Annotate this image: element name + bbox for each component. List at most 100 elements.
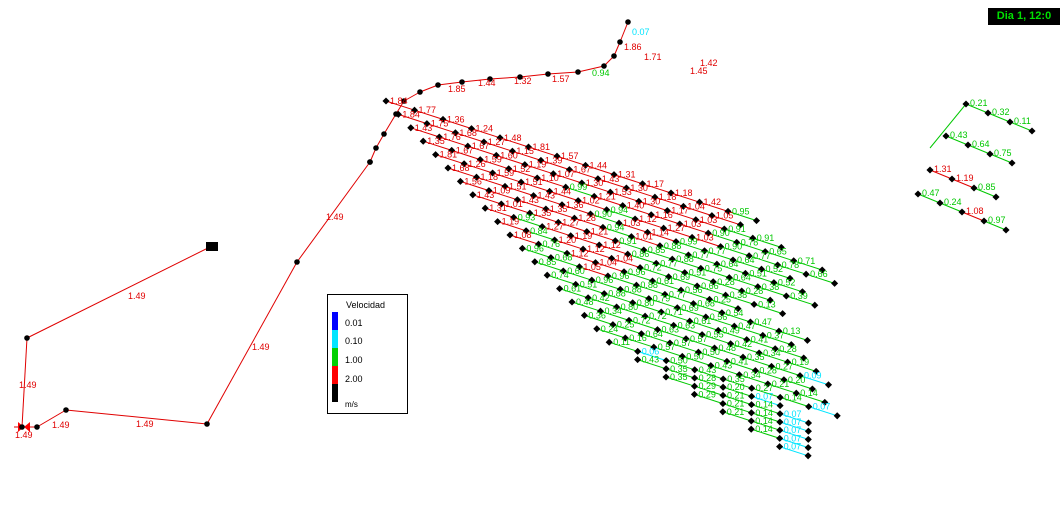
lateral-pipe <box>783 379 813 390</box>
lateral-velocity-label: 0.50 <box>670 356 688 366</box>
lateral-pipe <box>636 284 666 295</box>
junction-node <box>727 340 735 348</box>
legend-unit: m/s <box>345 400 358 409</box>
junction-node <box>464 142 472 150</box>
lateral-pipe <box>668 276 698 287</box>
lateral-pipe <box>656 262 685 274</box>
lateral-velocity-label: 1.30 <box>643 196 661 206</box>
lateral-pipe <box>667 210 696 221</box>
lateral-pipe <box>554 239 584 250</box>
lateral-pipe <box>775 348 804 359</box>
junction-node <box>747 425 755 433</box>
lateral-velocity-label: 0.24 <box>601 324 619 334</box>
lateral-velocity-label: 1.20 <box>559 235 577 245</box>
lateral-pipe <box>742 356 772 367</box>
lateral-pipe <box>716 263 746 274</box>
lateral-velocity-label: 1.43 <box>415 123 433 133</box>
junction-node <box>638 180 647 188</box>
junction-node <box>720 225 728 233</box>
header-velocity-label: 1.44 <box>478 78 496 88</box>
lateral-pipe <box>771 365 801 377</box>
lateral-velocity-label: 0.07 <box>784 417 802 427</box>
junction-node <box>751 367 759 375</box>
junction-node <box>722 291 730 299</box>
lateral-velocity-label: 1.51 <box>525 177 543 187</box>
lateral-velocity-label: 0.51 <box>689 268 707 278</box>
junction-node <box>584 294 592 302</box>
junction-node <box>611 237 619 245</box>
lateral-velocity-label: 1.12 <box>571 248 589 258</box>
junction-node <box>704 229 712 237</box>
header-velocity-label: 1.57 <box>552 74 570 84</box>
junction-node <box>792 389 800 397</box>
cluster-velocity-label: 0.43 <box>950 130 968 140</box>
junction-node <box>451 129 459 137</box>
junction-node <box>697 264 705 272</box>
junction-node <box>713 260 721 268</box>
lateral-pipe <box>537 177 566 188</box>
lateral-pipe <box>778 330 808 341</box>
lateral-pipe <box>779 421 809 432</box>
junction-node <box>625 316 633 324</box>
lateral-velocity-label: 0.96 <box>596 275 614 285</box>
lateral-pipe <box>414 109 444 120</box>
lateral-pipe <box>596 328 626 339</box>
lateral-velocity-label: 0.43 <box>715 361 733 371</box>
junction-node <box>554 218 562 226</box>
lateral-pipe <box>669 342 699 353</box>
junction-node <box>559 267 567 275</box>
junction-node <box>926 166 934 174</box>
junction-node <box>741 269 749 277</box>
lateral-velocity-label: 1.05 <box>583 262 601 272</box>
cluster-velocity-label: 0.47 <box>922 188 940 198</box>
lateral-velocity-label: 1.09 <box>493 186 511 196</box>
lateral-velocity-label: 0.34 <box>743 370 761 380</box>
lateral-pipe <box>582 248 612 259</box>
lateral-pipe <box>679 223 709 234</box>
legend-label-4: 2.00 <box>345 374 363 384</box>
lateral-pipe <box>622 205 652 216</box>
junction-node <box>833 412 841 420</box>
lateral-velocity-label: 1.27 <box>488 137 506 147</box>
lateral-velocity-label: 0.35 <box>670 364 688 374</box>
junction-node <box>579 245 587 253</box>
lateral-pipe <box>722 386 752 397</box>
junction-node <box>604 272 612 280</box>
lateral-velocity-label: 0.64 <box>721 259 739 269</box>
junction-node <box>459 79 465 85</box>
supply-pipes <box>14 161 371 432</box>
header-pipe <box>403 91 421 102</box>
junction-node <box>986 150 994 158</box>
lateral-velocity-label: 0.48 <box>719 343 737 353</box>
lateral-pipe <box>751 395 781 407</box>
junction-node <box>606 188 614 196</box>
lateral-pipe <box>637 350 667 362</box>
junction-node <box>640 246 648 254</box>
lateral-pipe <box>499 137 529 148</box>
lateral-velocity-label: 0.77 <box>709 246 727 256</box>
junction-node <box>419 137 427 145</box>
junction-node <box>702 313 710 321</box>
junction-node <box>572 280 580 288</box>
lateral-pipe <box>710 365 740 376</box>
lateral-velocity-label: 0.14 <box>756 400 774 410</box>
legend-label-3: 1.00 <box>345 355 363 365</box>
cluster-velocity-label: 0.97 <box>988 215 1006 225</box>
header-pipe <box>489 76 521 80</box>
junction-node <box>798 288 806 296</box>
lateral-pipe <box>626 187 656 198</box>
lateral-velocity-label: 0.72 <box>644 263 662 273</box>
lateral-velocity-label: 0.07 <box>756 391 774 401</box>
junction-node <box>394 110 402 118</box>
lateral-velocity-label: 1.24 <box>476 124 494 134</box>
junction-node <box>948 175 956 183</box>
lateral-pipe <box>534 261 564 272</box>
junction-node <box>805 403 813 411</box>
lateral-velocity-label: 1.77 <box>419 105 437 115</box>
lateral-pipe <box>577 200 607 211</box>
lateral-velocity-label: 1.60 <box>500 150 518 160</box>
lateral-pipe <box>618 222 648 233</box>
lateral-pipe <box>711 215 741 226</box>
junction-node <box>521 161 529 169</box>
lateral-velocity-label: 1.18 <box>675 188 693 198</box>
